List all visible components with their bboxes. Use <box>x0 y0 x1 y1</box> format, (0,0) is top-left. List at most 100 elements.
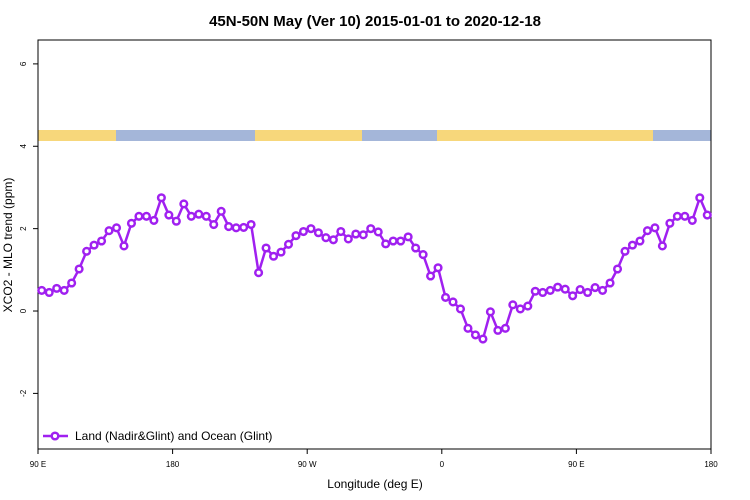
legend-label: Land (Nadir&Glint) and Ocean (Glint) <box>75 429 272 443</box>
data-point <box>164 210 174 220</box>
data-point <box>687 215 697 225</box>
data-point <box>328 235 338 245</box>
data-point <box>276 247 286 257</box>
land-ocean-strip <box>38 130 711 141</box>
data-point <box>246 219 256 230</box>
x-tick-label: 90 W <box>298 460 317 469</box>
data-point <box>545 285 555 295</box>
data-point <box>463 323 473 333</box>
data-point <box>336 226 346 237</box>
data-point <box>523 301 533 311</box>
data-point <box>298 226 309 237</box>
data-point <box>358 230 368 240</box>
x-tick-label: 0 <box>440 460 445 469</box>
data-point <box>455 304 466 314</box>
data-point <box>156 193 166 203</box>
data-point <box>44 287 54 298</box>
data-point <box>470 330 481 340</box>
data-point <box>97 236 107 246</box>
data-point <box>583 287 593 298</box>
data-point <box>448 297 458 307</box>
data-point <box>261 243 271 253</box>
data-point <box>313 228 323 238</box>
data-point <box>269 251 279 261</box>
data-point <box>201 211 211 221</box>
data-point <box>515 304 525 314</box>
data-point <box>635 236 645 246</box>
x-tick-label: 90 E <box>568 460 584 469</box>
x-axis-label: Longitude (deg E) <box>327 477 422 491</box>
data-point <box>343 234 353 244</box>
data-point <box>440 292 451 302</box>
chart-title: 45N-50N May (Ver 10) 2015-01-01 to 2020-… <box>209 13 541 30</box>
data-point <box>553 282 563 292</box>
data-point <box>672 211 682 221</box>
data-point <box>702 210 712 220</box>
data-point <box>695 193 705 203</box>
data-point <box>141 211 151 221</box>
data-point <box>134 211 144 221</box>
data-point <box>605 278 615 288</box>
data-point <box>493 325 503 335</box>
x-tick-label: 180 <box>704 460 718 469</box>
data-point <box>171 216 181 226</box>
data-point <box>366 224 376 234</box>
data-point <box>291 231 301 241</box>
data-point <box>89 240 99 250</box>
data-point <box>665 218 675 228</box>
y-tick-label: 6 <box>19 61 28 66</box>
data-point <box>231 223 241 233</box>
data-point <box>396 236 406 246</box>
data-point <box>254 268 264 278</box>
data-point <box>560 284 570 294</box>
data-point <box>111 223 122 233</box>
data-point <box>508 300 518 310</box>
x-tick-label: 180 <box>166 460 180 469</box>
data-point <box>642 226 652 236</box>
data-point <box>433 263 443 273</box>
data-point <box>194 209 204 219</box>
y-tick-label: 0 <box>19 308 28 313</box>
data-point <box>568 291 578 301</box>
data-point <box>650 223 660 233</box>
data-point <box>627 240 638 250</box>
data-point <box>590 282 600 293</box>
data-point <box>575 285 585 295</box>
plot-frame <box>37 39 712 450</box>
y-axis-label: XCO2 - MLO trend (ppm) <box>1 178 15 313</box>
data-point <box>321 233 331 243</box>
data-point <box>216 206 226 216</box>
data-point <box>179 199 189 209</box>
data-point <box>149 215 159 225</box>
data-point <box>598 285 608 295</box>
data-point <box>126 218 137 228</box>
y-tick-label: 4 <box>19 143 28 148</box>
data-point <box>209 219 219 230</box>
data-point <box>657 241 667 251</box>
data-point <box>485 307 495 317</box>
data-point <box>500 323 510 333</box>
data-point <box>67 278 77 288</box>
legend-marker <box>50 431 60 441</box>
data-point <box>418 250 428 260</box>
data-point <box>52 283 62 293</box>
data-point <box>104 226 114 236</box>
data-point <box>119 241 129 251</box>
data-point <box>426 271 436 281</box>
data-point <box>612 264 623 274</box>
data-point <box>224 222 234 232</box>
data-point <box>239 222 249 232</box>
data-point <box>538 287 548 298</box>
data-point <box>381 239 391 249</box>
data-point <box>283 239 294 249</box>
data-point <box>388 236 398 246</box>
data-point <box>74 264 84 274</box>
data-point <box>37 285 47 295</box>
data-point <box>403 232 413 242</box>
data-point <box>351 229 361 239</box>
data-point <box>620 246 630 256</box>
data-point <box>411 243 421 253</box>
data-point <box>186 211 196 221</box>
data-point <box>59 285 69 295</box>
data-point <box>373 227 383 237</box>
